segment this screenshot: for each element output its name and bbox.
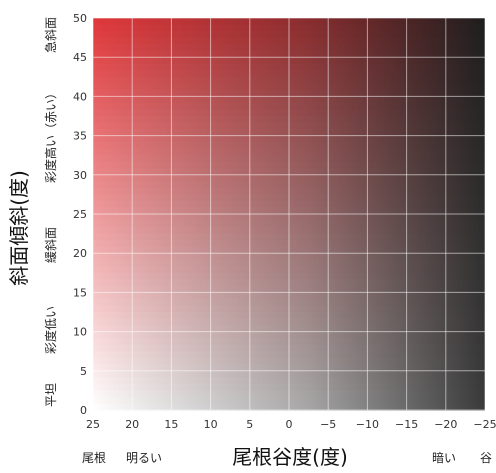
y-note-flat: 平坦 (44, 383, 58, 407)
y-tick-label: 45 (73, 51, 87, 64)
x-tick-label: −5 (320, 418, 336, 431)
y-tick-label: 20 (73, 247, 87, 260)
x-tick-label: −20 (434, 418, 457, 431)
y-tick-label: 35 (73, 130, 87, 143)
x-note-bright: 明るい (126, 451, 162, 465)
x-tick-label: −15 (395, 418, 418, 431)
x-tick-label: 25 (86, 418, 100, 431)
y-tick-label: 30 (73, 169, 87, 182)
x-note-ridge: 尾根 (82, 451, 106, 465)
x-tick-labels: 25 20 15 10 5 0 −5 −10 −15 −20 −25 (86, 418, 496, 431)
x-tick-label: 5 (246, 418, 253, 431)
y-tick-label: 5 (80, 365, 87, 378)
y-tick-label: 15 (73, 286, 87, 299)
y-note-low-saturation: 彩度低い (43, 306, 58, 354)
x-axis-title: 尾根谷度(度) (232, 445, 348, 469)
y-note-high-saturation: 彩度高い（赤い） (43, 87, 58, 183)
y-note-steep: 急斜面 (43, 17, 58, 53)
x-tick-label: 0 (286, 418, 293, 431)
y-tick-label: 40 (73, 90, 87, 103)
y-tick-label: 10 (73, 326, 87, 339)
y-note-gentle: 緩斜面 (44, 227, 58, 263)
x-tick-label: −10 (356, 418, 379, 431)
x-tick-label: 20 (125, 418, 139, 431)
y-tick-label: 25 (73, 208, 87, 221)
x-tick-label: −25 (473, 418, 496, 431)
x-note-dark: 暗い (432, 450, 456, 465)
y-tick-label: 50 (73, 12, 87, 25)
y-tick-label: 0 (80, 404, 87, 417)
x-tick-label: 15 (164, 418, 178, 431)
grid-lines (92, 17, 486, 411)
y-tick-labels: 0 5 10 15 20 25 30 35 40 45 50 (73, 12, 87, 417)
y-axis-title: 斜面傾斜(度) (7, 170, 31, 286)
x-note-valley: 谷 (480, 451, 492, 465)
x-tick-label: 10 (204, 418, 218, 431)
